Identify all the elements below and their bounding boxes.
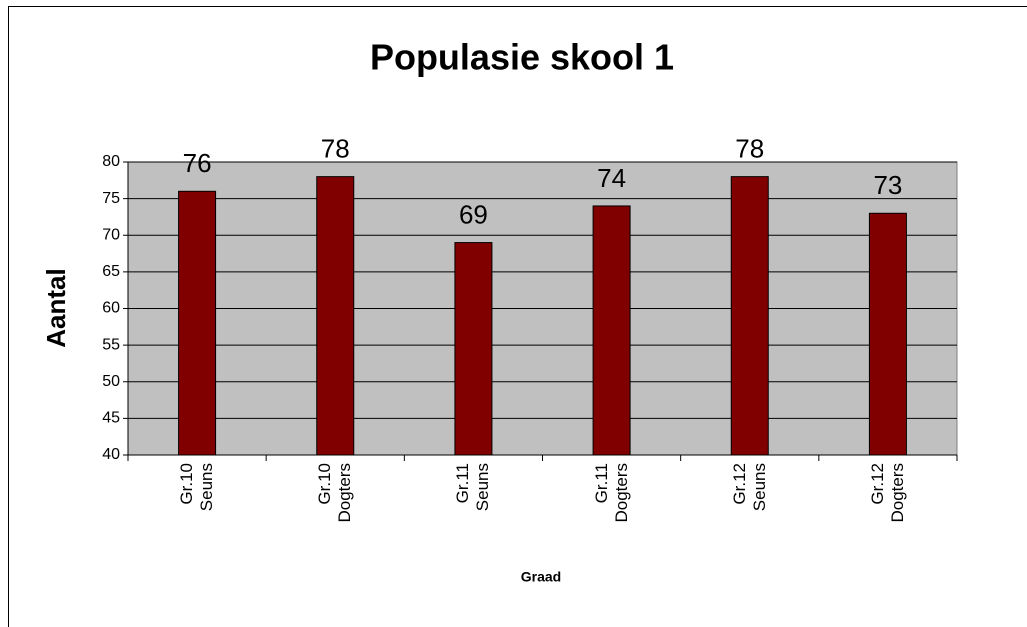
data-label: 69 [459,199,488,229]
y-tick-label: 75 [102,190,120,207]
x-axis-title: Graad [521,569,561,585]
x-tick-label: Gr.12 Dogters [867,463,907,523]
bar [178,190,217,456]
data-label: 74 [597,163,626,193]
x-tick-label: Gr.12 Seuns [729,463,769,512]
y-tick-label: 80 [102,153,120,170]
y-tick-label: 40 [102,446,120,463]
y-tick-label: 60 [102,300,120,317]
bar [730,176,769,456]
x-tick-label: Gr.11 Seuns [453,463,493,512]
data-label: 73 [873,170,902,200]
y-tick-label: 65 [102,263,120,280]
data-label: 76 [183,148,212,178]
y-axis-title: Aantal [41,268,71,347]
data-label: 78 [321,134,350,164]
bar [454,242,493,456]
y-tick-label: 45 [102,410,120,427]
chart-title: Populasie skool 1 [370,37,674,78]
x-tick-label: Gr.10 Dogters [315,463,355,523]
chart-frame [8,6,1027,627]
y-tick-label: 55 [102,336,120,353]
bar [592,205,631,456]
y-tick-label: 70 [102,226,120,243]
bar [316,176,355,456]
data-label: 78 [735,134,764,164]
y-tick-label: 50 [102,373,120,390]
bar [868,212,907,456]
x-tick-label: Gr.10 Seuns [177,463,217,512]
x-tick-label: Gr.11 Dogters [591,463,631,523]
